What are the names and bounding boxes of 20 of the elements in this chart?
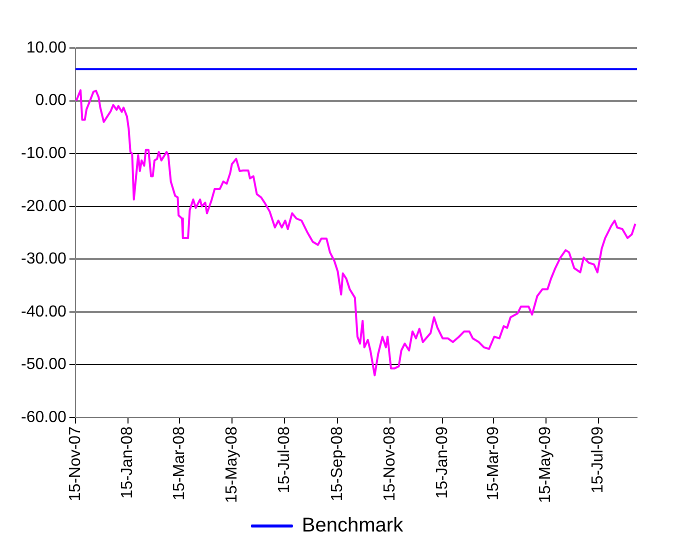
x-tick-label: 15-Mar-08	[170, 426, 188, 500]
legend-label: Benchmark	[302, 514, 404, 537]
x-tick-label: 15-Jul-09	[590, 426, 607, 494]
x-tick-label: 15-May-08	[223, 426, 240, 504]
y-tick-label: -50.00	[20, 356, 66, 374]
x-tick-label: 15-Jan-08	[119, 426, 136, 499]
y-tick-label: -60.00	[20, 408, 66, 426]
y-tick-label: -10.00	[20, 144, 66, 162]
x-tick-label: 15-Jan-09	[434, 426, 452, 499]
y-tick-label: 0.00	[35, 92, 66, 110]
y-tick-label: 10.00	[26, 39, 66, 56]
x-tick-label: 15-Nov-08	[382, 426, 399, 502]
x-tick-label: 15-Jul-08	[276, 426, 293, 494]
x-tick-label: 15-Mar-09	[484, 426, 502, 500]
y-tick-label: -30.00	[20, 250, 66, 268]
y-tick-label: -20.00	[20, 198, 66, 215]
x-tick-label: 15-Nov-07	[66, 426, 84, 502]
x-tick-label: 15-May-09	[537, 426, 554, 504]
x-tick-label: 15-Sep-08	[329, 426, 346, 502]
y-tick-label: -40.00	[20, 303, 66, 320]
